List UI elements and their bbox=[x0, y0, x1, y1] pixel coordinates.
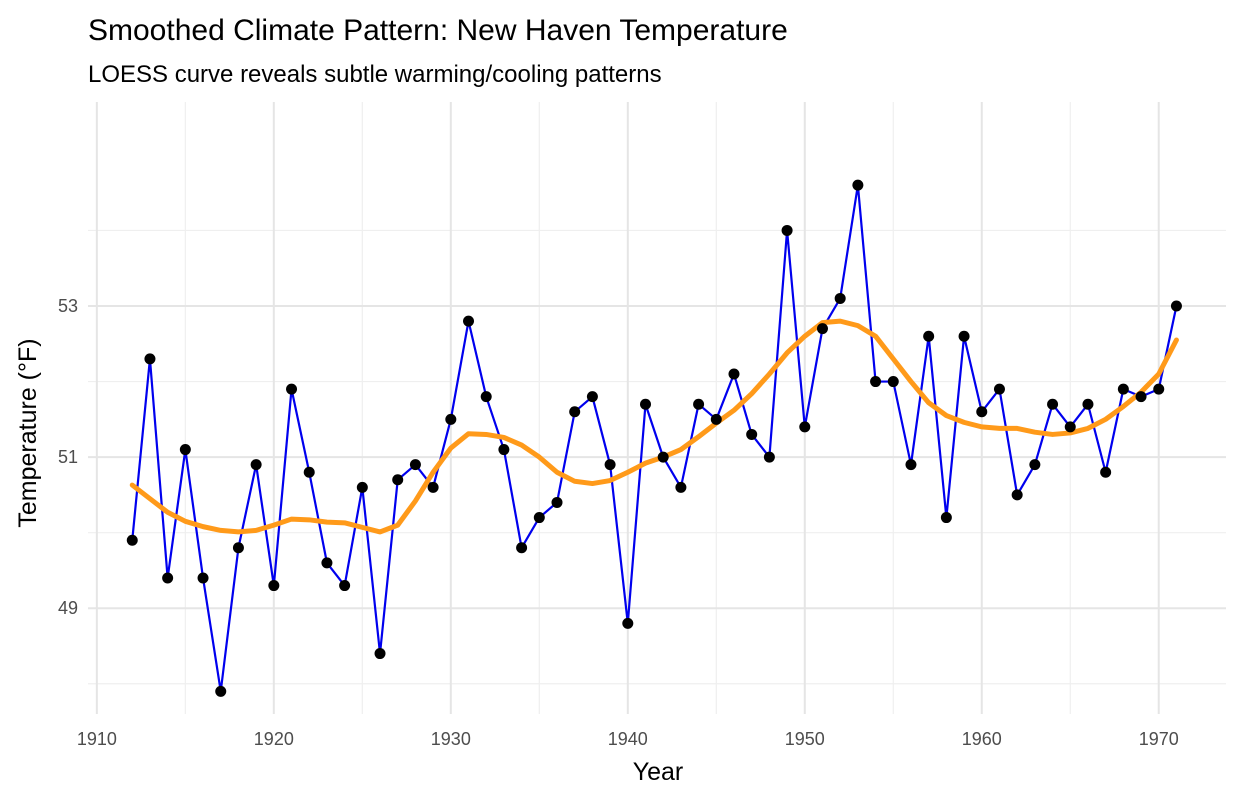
y-tick-label: 49 bbox=[58, 598, 78, 618]
y-axis-ticks: 49 51 53 bbox=[58, 296, 78, 618]
y-tick-label: 51 bbox=[58, 447, 78, 467]
data-point bbox=[427, 481, 439, 493]
data-point bbox=[1064, 421, 1076, 433]
series-points bbox=[126, 179, 1182, 697]
data-point bbox=[905, 459, 917, 471]
data-point bbox=[834, 292, 846, 304]
data-point bbox=[126, 534, 138, 546]
data-point bbox=[1011, 489, 1023, 501]
data-point bbox=[516, 542, 528, 554]
data-point bbox=[1117, 383, 1129, 395]
data-point bbox=[781, 224, 793, 236]
data-point bbox=[374, 648, 386, 660]
data-point bbox=[993, 383, 1005, 395]
series-lines bbox=[129, 184, 1179, 693]
data-point bbox=[816, 323, 828, 335]
data-point bbox=[622, 617, 634, 629]
data-point bbox=[303, 466, 315, 478]
data-point bbox=[746, 428, 758, 440]
data-point bbox=[1135, 391, 1147, 403]
data-point bbox=[940, 512, 952, 524]
data-point bbox=[321, 557, 333, 569]
x-tick-label: 1930 bbox=[431, 729, 471, 749]
data-point bbox=[533, 512, 545, 524]
x-tick-label: 1920 bbox=[254, 729, 294, 749]
data-point bbox=[1100, 466, 1112, 478]
data-point bbox=[763, 451, 775, 463]
data-point bbox=[1170, 300, 1182, 312]
data-point bbox=[710, 413, 722, 425]
data-point bbox=[250, 459, 262, 471]
data-point bbox=[852, 179, 864, 191]
data-point bbox=[551, 496, 563, 508]
y-axis-title: Temperature (°F) bbox=[14, 338, 42, 527]
data-point bbox=[268, 580, 280, 592]
data-point bbox=[144, 353, 156, 365]
x-tick-label: 1910 bbox=[77, 729, 117, 749]
data-point bbox=[445, 413, 457, 425]
data-point bbox=[409, 459, 421, 471]
data-point bbox=[179, 444, 191, 456]
data-point bbox=[463, 315, 475, 327]
loess-smooth-line bbox=[129, 318, 1179, 535]
x-axis-title: Year bbox=[633, 758, 684, 786]
data-point bbox=[232, 542, 244, 554]
data-point bbox=[887, 376, 899, 388]
data-point bbox=[498, 444, 510, 456]
y-tick-label: 53 bbox=[58, 296, 78, 316]
data-point bbox=[639, 398, 651, 410]
data-point bbox=[870, 376, 882, 388]
x-tick-label: 1950 bbox=[785, 729, 825, 749]
data-point bbox=[604, 459, 616, 471]
data-point bbox=[356, 481, 368, 493]
data-point bbox=[586, 391, 598, 403]
chart-title: Smoothed Climate Pattern: New Haven Temp… bbox=[88, 14, 788, 47]
data-point bbox=[657, 451, 669, 463]
data-point bbox=[339, 580, 351, 592]
data-point bbox=[480, 391, 492, 403]
data-point bbox=[923, 330, 935, 342]
data-point bbox=[976, 406, 988, 418]
data-point bbox=[799, 421, 811, 433]
temperature-line bbox=[131, 184, 1178, 693]
data-point bbox=[1082, 398, 1094, 410]
x-tick-label: 1960 bbox=[962, 729, 1002, 749]
x-axis-ticks: 1910 1920 1930 1940 1950 1960 1970 bbox=[77, 729, 1179, 749]
data-point bbox=[1029, 459, 1041, 471]
data-point bbox=[1047, 398, 1059, 410]
data-point bbox=[675, 481, 687, 493]
data-point bbox=[215, 685, 227, 697]
data-point bbox=[958, 330, 970, 342]
data-point bbox=[392, 474, 404, 486]
x-tick-label: 1940 bbox=[608, 729, 648, 749]
chart-subtitle: LOESS curve reveals subtle warming/cooli… bbox=[88, 61, 662, 88]
data-point bbox=[162, 572, 174, 584]
data-point bbox=[693, 398, 705, 410]
x-tick-label: 1970 bbox=[1139, 729, 1179, 749]
data-point bbox=[286, 383, 298, 395]
data-point bbox=[569, 406, 581, 418]
data-point bbox=[1153, 383, 1165, 395]
data-point bbox=[728, 368, 740, 380]
data-point bbox=[197, 572, 209, 584]
